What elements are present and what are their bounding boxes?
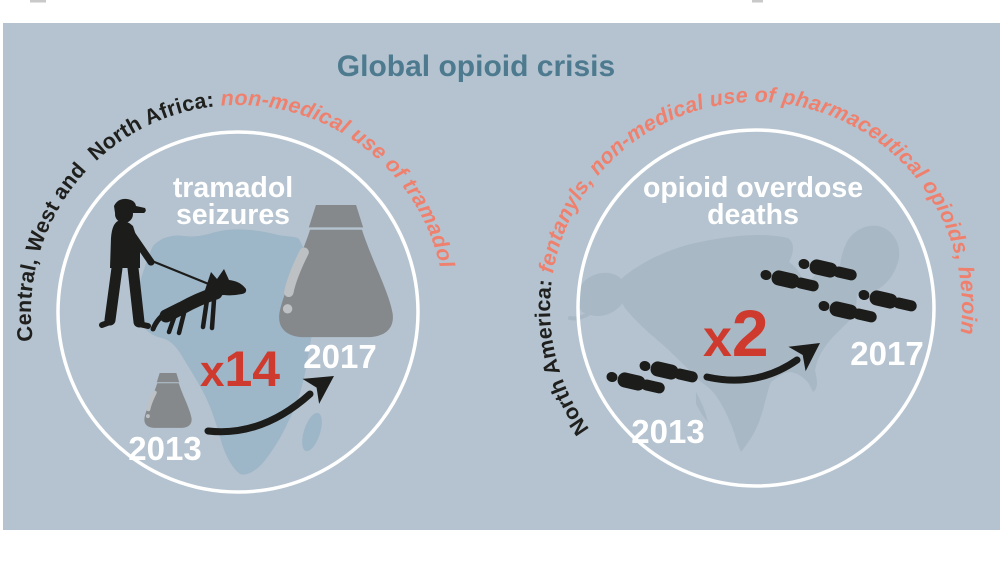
edge-artifact: [30, 0, 46, 3]
page-title: Global opioid crisis: [337, 50, 615, 83]
left-start-year: 2013: [128, 430, 201, 467]
leash-line: [150, 259, 218, 289]
madagascar-map-icon: [302, 412, 322, 452]
left-end-year: 2017: [303, 338, 376, 375]
right-end-year: 2017: [850, 335, 923, 372]
left-circle-ring: [56, 130, 420, 494]
edge-artifact: [752, 0, 763, 3]
left-stat-label-line1: tramadol: [173, 172, 293, 204]
right-stat-label-line2: deaths: [707, 199, 799, 231]
left-stat-label-line2: seizures: [176, 199, 290, 231]
growth-arrow-icon: [204, 376, 334, 436]
left-multiplier: x14: [200, 341, 280, 397]
dog-handler-icon: [99, 198, 247, 336]
right-stat-label-line1: opioid overdose: [643, 172, 863, 204]
growth-arrow-icon: [703, 343, 820, 384]
right-circle-ring: [576, 128, 936, 488]
right-start-year: 2013: [631, 413, 704, 450]
right-multiplier: x2: [703, 296, 769, 370]
